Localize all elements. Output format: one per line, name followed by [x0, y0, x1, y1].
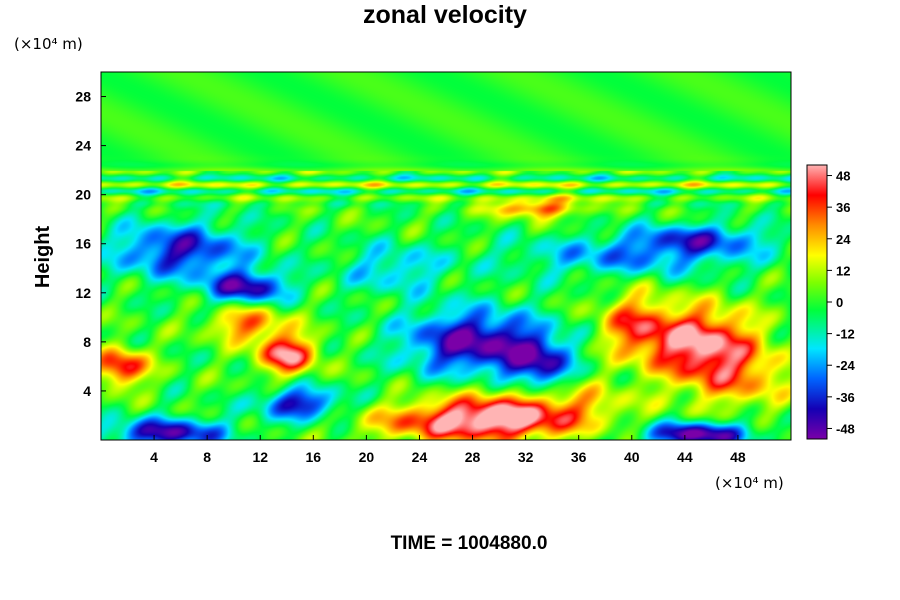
- x-tick-label: 28: [465, 449, 481, 465]
- x-tick-label: 24: [412, 449, 428, 465]
- y-tick-label: 8: [83, 334, 91, 350]
- x-tick-label: 44: [677, 449, 693, 465]
- x-tick-label: 32: [518, 449, 534, 465]
- chart-title: zonal velocity: [363, 1, 527, 29]
- colorbar-tick-label: -12: [836, 327, 855, 342]
- colorbar-tick-label: -48: [836, 421, 855, 436]
- y-ticks: 4 8 12 16 20 24 28: [75, 89, 106, 399]
- plot-frame: [100, 71, 792, 441]
- y-tick-label: 16: [75, 236, 91, 252]
- x-tick-label: 8: [203, 449, 211, 465]
- x-tick-label: 20: [359, 449, 375, 465]
- y-tick-label: 28: [75, 89, 91, 105]
- x-tick-label: 4: [150, 449, 158, 465]
- x-tick-label: 36: [571, 449, 587, 465]
- y-axis-label: Height: [32, 226, 54, 289]
- y-tick-label: 12: [75, 285, 91, 301]
- y-tick-label: 4: [83, 383, 91, 399]
- time-label: TIME = 1004880.0: [391, 533, 548, 554]
- colorbar: [806, 164, 828, 440]
- y-tick-label: 20: [75, 187, 91, 203]
- y-unit-label: (×10⁴ m): [14, 35, 83, 53]
- x-ticks: 4 8 12 16 20 24 28 32 36 40 44 48: [150, 435, 746, 465]
- colorbar-tick-label: 48: [836, 169, 850, 184]
- colorbar-tick-label: 12: [836, 263, 850, 278]
- x-tick-label: 40: [624, 449, 640, 465]
- colorbar-ticks: 48 36 24 12 0 -12 -24 -36 -48: [827, 169, 856, 436]
- x-tick-label: 48: [730, 449, 746, 465]
- heatmap-canvas: [101, 72, 791, 440]
- y-tick-label: 24: [75, 138, 91, 154]
- colorbar-tick-label: 36: [836, 200, 850, 215]
- heatmap-area: [101, 72, 791, 440]
- colorbar-tick-label: -24: [836, 358, 856, 373]
- x-tick-label: 16: [306, 449, 322, 465]
- colorbar-tick-label: 0: [836, 295, 843, 310]
- colorbar-tick-label: -36: [836, 390, 855, 405]
- colorbar-tick-label: 24: [836, 232, 851, 247]
- x-unit-label: (×10⁴ m): [715, 474, 784, 492]
- x-tick-label: 12: [252, 449, 268, 465]
